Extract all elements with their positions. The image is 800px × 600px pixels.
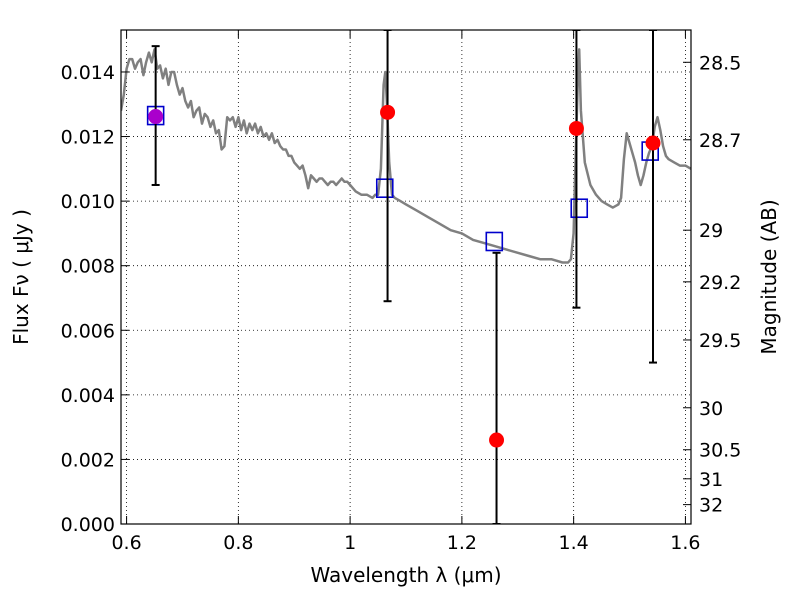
y2-tick-label: 32: [699, 495, 723, 517]
y-tick-label: 0.004: [61, 385, 115, 407]
y-tick-label: 0.002: [61, 449, 115, 471]
model-square-marker: [485, 231, 504, 252]
y-tick-label: 0.012: [61, 127, 115, 149]
x-tick-label: 1.2: [447, 532, 477, 554]
x-tick-label: 1.4: [559, 532, 589, 554]
x-tick-label: 1.6: [670, 532, 700, 554]
series-group: [121, 30, 691, 524]
y-tick-label: 0.000: [61, 514, 115, 536]
y2-tick-label: 28.7: [699, 130, 741, 152]
y-tick-label: 0.006: [61, 320, 115, 342]
observed-flux-point: [645, 135, 661, 151]
model-square-marker: [570, 198, 589, 219]
y2-tick-label: 31: [699, 469, 723, 491]
observed-flux-point: [380, 104, 396, 120]
y-axis-title: Flux Fν ( μJy ): [9, 209, 33, 345]
y2-tick-label: 30: [699, 398, 723, 420]
plot-frame: [120, 29, 692, 525]
plot-area: [121, 30, 691, 524]
y2-tick-label: 28.5: [699, 52, 741, 74]
y-tick-label: 0.008: [61, 256, 115, 278]
model-square-marker: [375, 178, 394, 199]
spectrum-line: [121, 48, 691, 264]
x-axis-title: Wavelength λ (μm): [310, 563, 501, 587]
ticks: 0.6 0.8 1 1.2 1.4 1.6 0.000 0.002 0.004 0.006 0.00…: [61, 30, 741, 554]
observed-flux-point: [489, 432, 505, 448]
x-tick-label: 1: [344, 532, 356, 554]
y-tick-label: 0.014: [61, 62, 115, 84]
y2-tick-label: 30.5: [699, 440, 741, 462]
y2-tick-label: 29: [699, 220, 723, 242]
y-tick-label: 0.010: [61, 191, 115, 213]
observed-flux-point: [568, 120, 584, 136]
x-tick-label: 0.6: [111, 532, 141, 554]
y2-tick-label: 29.2: [699, 272, 741, 294]
y2-tick-label: 29.5: [699, 330, 741, 352]
x-tick-label: 0.8: [223, 532, 253, 554]
y2-axis-title: Magnitude (AB): [757, 199, 781, 354]
observed-flux-point: [148, 109, 164, 125]
